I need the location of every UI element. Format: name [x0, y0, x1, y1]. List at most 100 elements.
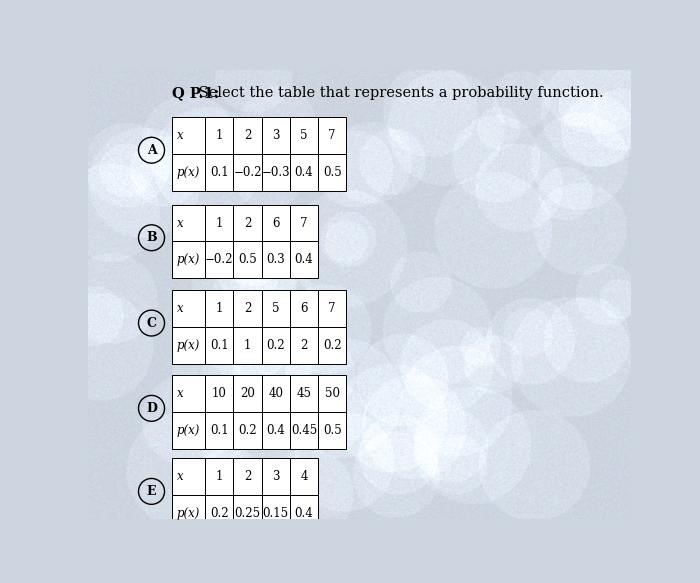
- Bar: [318, 326, 346, 364]
- Text: 2: 2: [244, 129, 251, 142]
- Text: 0.4: 0.4: [295, 254, 314, 266]
- Bar: [318, 154, 346, 191]
- Bar: [172, 241, 205, 278]
- Text: −0.2: −0.2: [233, 166, 262, 179]
- Bar: [172, 375, 205, 412]
- Bar: [290, 375, 318, 412]
- Bar: [205, 375, 233, 412]
- Bar: [290, 117, 318, 154]
- Text: p(x): p(x): [176, 424, 200, 437]
- Text: 0.4: 0.4: [295, 507, 314, 520]
- Bar: [290, 241, 318, 278]
- Bar: [172, 205, 205, 241]
- Bar: [318, 117, 346, 154]
- Text: Q P.1:: Q P.1:: [172, 86, 219, 100]
- Bar: [262, 205, 290, 241]
- Bar: [233, 375, 262, 412]
- Text: x: x: [176, 470, 183, 483]
- Text: 4: 4: [300, 470, 308, 483]
- Bar: [262, 412, 290, 449]
- Bar: [318, 412, 346, 449]
- Bar: [233, 241, 262, 278]
- Text: 5: 5: [272, 302, 279, 315]
- Text: 10: 10: [212, 387, 227, 400]
- Text: 0.1: 0.1: [210, 166, 229, 179]
- Text: x: x: [176, 302, 183, 315]
- Text: 0.4: 0.4: [295, 166, 314, 179]
- Bar: [205, 205, 233, 241]
- Text: 6: 6: [300, 302, 308, 315]
- Text: 0.2: 0.2: [238, 424, 257, 437]
- Bar: [172, 412, 205, 449]
- Text: x: x: [176, 129, 183, 142]
- Text: 40: 40: [268, 387, 284, 400]
- Text: 45: 45: [297, 387, 312, 400]
- Bar: [172, 290, 205, 326]
- Bar: [205, 495, 233, 532]
- Text: E: E: [147, 485, 156, 498]
- Bar: [233, 117, 262, 154]
- Bar: [318, 375, 346, 412]
- Bar: [290, 326, 318, 364]
- Bar: [262, 375, 290, 412]
- Bar: [205, 458, 233, 495]
- Bar: [233, 458, 262, 495]
- Bar: [172, 117, 205, 154]
- Text: −0.3: −0.3: [261, 166, 290, 179]
- Text: D: D: [146, 402, 157, 415]
- Text: A: A: [146, 144, 156, 157]
- Text: 0.3: 0.3: [267, 254, 285, 266]
- Bar: [233, 154, 262, 191]
- Text: 0.45: 0.45: [290, 424, 317, 437]
- Bar: [205, 117, 233, 154]
- Text: 1: 1: [216, 129, 223, 142]
- Text: x: x: [176, 216, 183, 230]
- Bar: [172, 326, 205, 364]
- Text: B: B: [146, 231, 157, 244]
- Bar: [233, 326, 262, 364]
- Bar: [172, 458, 205, 495]
- Bar: [233, 412, 262, 449]
- Bar: [205, 290, 233, 326]
- Text: 1: 1: [216, 470, 223, 483]
- Bar: [262, 326, 290, 364]
- Bar: [262, 495, 290, 532]
- Text: 0.2: 0.2: [323, 339, 342, 352]
- Text: 1: 1: [216, 216, 223, 230]
- Text: 0.5: 0.5: [323, 166, 342, 179]
- Text: p(x): p(x): [176, 254, 200, 266]
- Text: p(x): p(x): [176, 166, 200, 179]
- Text: 1: 1: [216, 302, 223, 315]
- Text: 7: 7: [328, 302, 336, 315]
- Bar: [233, 205, 262, 241]
- Text: 2: 2: [244, 302, 251, 315]
- Text: p(x): p(x): [176, 507, 200, 520]
- Text: 5: 5: [300, 129, 308, 142]
- Text: 50: 50: [325, 387, 340, 400]
- Text: 7: 7: [300, 216, 308, 230]
- Bar: [290, 290, 318, 326]
- Bar: [262, 241, 290, 278]
- Text: p(x): p(x): [176, 339, 200, 352]
- Text: 0.2: 0.2: [210, 507, 229, 520]
- Text: x: x: [176, 387, 183, 400]
- Bar: [172, 154, 205, 191]
- Bar: [205, 326, 233, 364]
- Text: 3: 3: [272, 470, 279, 483]
- Text: 0.1: 0.1: [210, 424, 229, 437]
- Text: 0.15: 0.15: [262, 507, 289, 520]
- Text: Select the table that represents a probability function.: Select the table that represents a proba…: [194, 86, 603, 100]
- Bar: [262, 154, 290, 191]
- Bar: [290, 412, 318, 449]
- Text: 2: 2: [244, 216, 251, 230]
- Bar: [290, 205, 318, 241]
- Text: 0.4: 0.4: [267, 424, 285, 437]
- Text: 2: 2: [244, 470, 251, 483]
- Text: 0.1: 0.1: [210, 339, 229, 352]
- Bar: [205, 154, 233, 191]
- Text: 0.5: 0.5: [238, 254, 257, 266]
- Bar: [262, 290, 290, 326]
- Text: 1: 1: [244, 339, 251, 352]
- Text: 2: 2: [300, 339, 307, 352]
- Bar: [290, 458, 318, 495]
